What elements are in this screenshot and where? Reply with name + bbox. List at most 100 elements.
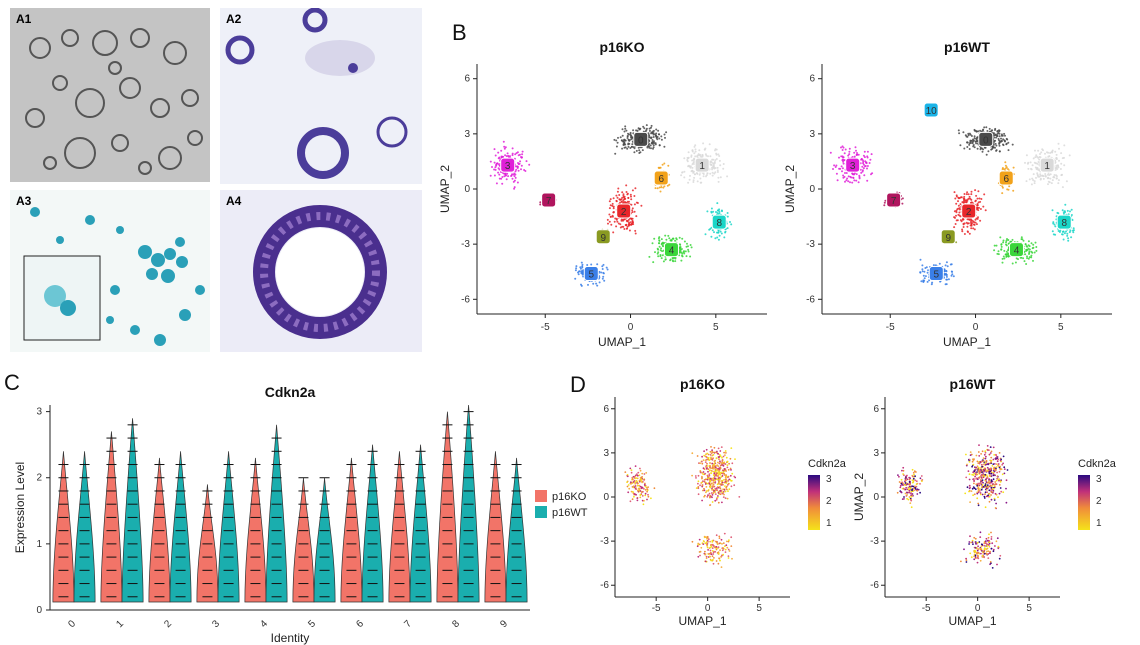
umap-point	[999, 236, 1002, 239]
feature-title: p16KO	[680, 376, 725, 392]
x-tick-label: 5	[756, 603, 762, 614]
feature-point	[716, 543, 719, 545]
umap-point	[1051, 230, 1054, 233]
umap-point	[615, 194, 618, 197]
feature-point	[718, 453, 721, 456]
feature-point	[977, 466, 980, 469]
feature-point	[726, 546, 729, 549]
feature-point	[976, 552, 978, 555]
umap-point	[505, 155, 508, 158]
feature-point	[994, 457, 997, 459]
feature-point	[706, 482, 709, 485]
umap-point	[1066, 232, 1069, 235]
umap-point	[664, 258, 667, 261]
feature-point	[639, 479, 642, 482]
umap-point	[633, 210, 636, 213]
feature-point	[722, 455, 725, 458]
feature-point	[983, 497, 986, 499]
feature-point	[696, 455, 699, 457]
feature-point	[707, 538, 710, 541]
feature-point	[980, 463, 983, 466]
feature-point	[992, 489, 995, 492]
umap-point	[680, 248, 683, 250]
umap-point	[625, 227, 628, 230]
umap-point	[954, 197, 957, 200]
umap-point	[1007, 249, 1009, 252]
umap-point	[699, 181, 702, 184]
umap-point	[716, 236, 719, 239]
feature-point	[971, 487, 974, 490]
umap-point	[601, 265, 604, 268]
umap-point	[512, 173, 515, 176]
umap-point	[630, 223, 633, 226]
feature-point	[632, 478, 634, 480]
umap-point	[849, 181, 851, 184]
feature-point	[992, 474, 995, 477]
feature-point	[629, 467, 632, 470]
feature-point	[1005, 501, 1008, 504]
feature-point	[981, 479, 984, 481]
umap-point	[1056, 211, 1059, 214]
umap-point	[498, 173, 501, 176]
feature-point	[972, 474, 975, 476]
feature-point	[976, 541, 979, 544]
umap-point	[960, 220, 963, 223]
umap-point	[1052, 176, 1055, 179]
feature-point	[908, 476, 911, 479]
umap-point	[693, 145, 696, 148]
feature-point	[979, 492, 982, 494]
feature-point	[630, 469, 633, 471]
umap-point	[715, 211, 717, 213]
umap-point	[626, 193, 629, 196]
feature-point	[733, 484, 736, 487]
violin-p16WT-5	[313, 477, 336, 603]
feature-point	[636, 480, 638, 483]
feature-point	[722, 465, 725, 467]
feature-point	[973, 558, 976, 561]
umap-point	[1053, 174, 1056, 176]
umap-point	[718, 208, 721, 211]
feature-point	[978, 541, 981, 543]
feature-title: p16WT	[950, 376, 996, 392]
umap-point	[581, 263, 584, 266]
colorbar-tick-label: 3	[826, 474, 832, 485]
feature-point	[697, 486, 700, 488]
feature-point	[992, 473, 995, 475]
feature-point	[904, 478, 907, 480]
umap-point	[712, 210, 715, 213]
umap-point	[687, 181, 690, 184]
feature-point	[727, 557, 730, 559]
feature-point	[726, 484, 729, 486]
feature-point	[733, 475, 736, 478]
umap-point	[852, 176, 855, 179]
umap-point	[513, 175, 516, 178]
umap-point	[967, 134, 970, 137]
umap-point	[504, 146, 507, 149]
feature-point	[719, 487, 722, 490]
feature-point	[969, 454, 972, 456]
umap-point	[617, 136, 619, 139]
umap-point	[618, 198, 621, 201]
umap-point	[521, 153, 524, 156]
umap-point	[993, 249, 996, 252]
feature-point	[995, 540, 998, 543]
feature-point	[702, 459, 705, 461]
cluster-label-box	[583, 266, 599, 282]
umap-point	[623, 141, 626, 144]
umap-point	[615, 218, 618, 221]
umap-point	[997, 250, 1000, 253]
umap-point	[507, 154, 510, 157]
feature-point	[717, 456, 720, 459]
umap-point	[977, 130, 980, 133]
feature-point	[705, 453, 707, 456]
umap-point	[726, 175, 729, 178]
umap-point	[1057, 179, 1060, 182]
umap-point	[968, 148, 971, 150]
feature-point	[968, 473, 971, 476]
feature-point	[700, 546, 703, 549]
feature-point	[990, 494, 992, 496]
umap-point	[848, 147, 851, 150]
umap-point	[638, 128, 641, 131]
x-tick-label: 8	[450, 618, 462, 630]
umap-point	[711, 168, 714, 171]
